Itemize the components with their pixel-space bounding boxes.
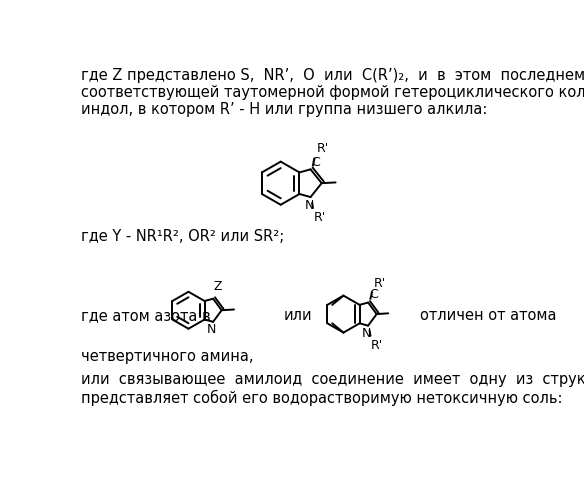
Text: представляет собой его водорастворимую нетоксичную соль:: представляет собой его водорастворимую н… [81, 390, 562, 406]
Text: R': R' [374, 277, 386, 290]
Text: C: C [369, 288, 378, 301]
Text: R': R' [317, 142, 329, 156]
Text: четвертичного амина,: четвертичного амина, [81, 349, 253, 364]
Text: где атом азота в: где атом азота в [81, 308, 210, 323]
Text: или  связывающее  амилоид  соединение  имеет  одну  из  структур  F - J  или: или связывающее амилоид соединение имеет… [81, 372, 584, 387]
Text: где Z представлено S,  NR’,  O  или  C(R’)₂,  и  в  этом  последнем  случае: где Z представлено S, NR’, O или C(R’)₂,… [81, 68, 584, 82]
Text: или: или [284, 308, 312, 323]
Text: где Y - NR¹R², OR² или SR²;: где Y - NR¹R², OR² или SR²; [81, 230, 284, 244]
Text: R': R' [314, 211, 326, 224]
Text: отличен от атома: отличен от атома [420, 308, 557, 323]
Text: Z: Z [214, 280, 223, 293]
Text: N: N [304, 198, 314, 211]
Text: соответствующей таутомерной формой гетероциклического кольца становится: соответствующей таутомерной формой гетер… [81, 84, 584, 100]
Text: R': R' [371, 338, 384, 351]
Text: N: N [362, 327, 371, 340]
Text: индол, в котором R’ - H или группа низшего алкила:: индол, в котором R’ - H или группа низше… [81, 102, 487, 116]
Text: N: N [207, 324, 216, 336]
Text: C: C [311, 156, 320, 168]
